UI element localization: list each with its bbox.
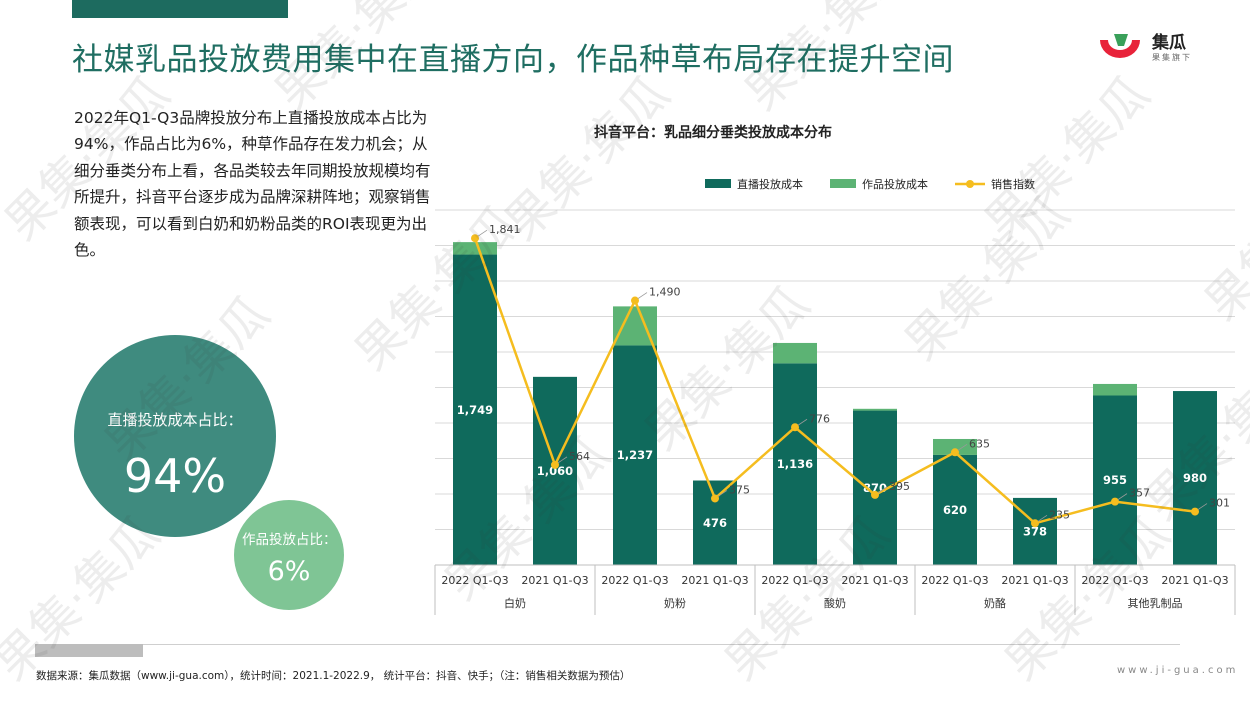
sales-leader <box>557 456 568 464</box>
sales-value-label: 776 <box>809 412 830 425</box>
site-url: www.ji-gua.com <box>1117 665 1239 676</box>
legend-label-2: 销售指数 <box>991 177 1035 191</box>
bar-work <box>853 408 897 411</box>
sales-leader <box>477 229 488 237</box>
logo: 集瓜 果集旗下 <box>1098 26 1228 66</box>
footer-divider <box>143 644 1180 645</box>
work-share-bubble: 作品投放占比： 6% <box>234 500 344 610</box>
sales-value-label: 1,841 <box>489 223 521 236</box>
sales-line <box>473 237 1196 525</box>
bar-value-label: 980 <box>1183 471 1207 485</box>
group-label: 白奶 <box>504 596 526 610</box>
top-accent-bar <box>72 0 288 18</box>
bar-live <box>613 345 657 565</box>
sales-leader <box>1117 493 1128 500</box>
logo-name: 集瓜 <box>1152 33 1186 53</box>
bar-live <box>1093 395 1137 565</box>
sales-point <box>631 296 639 305</box>
sales-point <box>551 460 559 469</box>
x-tick-label: 2022 Q1-Q3 <box>921 574 988 587</box>
sales-leader <box>717 490 728 497</box>
sales-value-label: 1,490 <box>649 286 681 299</box>
logo-tag: 果集旗下 <box>1152 53 1192 62</box>
sales-value-label: 564 <box>569 450 590 463</box>
group-label: 其他乳制品 <box>1128 597 1183 610</box>
sales-leader <box>957 443 968 451</box>
group-label: 酸奶 <box>824 596 846 610</box>
bar-work <box>773 342 817 364</box>
sales-value-label: 375 <box>729 483 750 496</box>
bar-value-label: 1,060 <box>537 464 573 478</box>
x-tick-label: 2022 Q1-Q3 <box>601 574 668 587</box>
sales-value-label: 301 <box>1209 497 1230 510</box>
x-tick-label: 2021 Q1-Q3 <box>1161 574 1228 587</box>
x-tick-label: 2021 Q1-Q3 <box>841 574 908 587</box>
bar-value-label: 1,237 <box>617 448 653 462</box>
bar-value-label: 955 <box>1103 473 1127 487</box>
bar-value-label: 1,136 <box>777 457 813 471</box>
sales-point <box>711 494 719 503</box>
bar-work <box>933 438 977 455</box>
sales-leader <box>637 292 648 299</box>
bar-live <box>1173 391 1217 565</box>
logo-icon <box>1100 34 1140 58</box>
sales-leader <box>1037 514 1048 522</box>
x-tick-label: 2022 Q1-Q3 <box>761 574 828 587</box>
sales-point <box>471 234 479 243</box>
work-share-value: 6% <box>267 556 311 587</box>
sales-leader <box>877 486 888 494</box>
sales-value-label: 395 <box>889 480 910 493</box>
legend-swatch-0 <box>705 179 731 188</box>
group-label: 奶粉 <box>664 596 686 610</box>
bar-value-label: 476 <box>703 516 727 530</box>
bar-value-label: 620 <box>943 503 967 517</box>
sales-leader <box>1197 503 1208 510</box>
bar-live <box>533 376 577 565</box>
sales-point <box>871 490 879 499</box>
data-source-note: 数据来源：集瓜数据（www.ji-gua.com），统计时间：2021.1-20… <box>36 670 631 682</box>
x-tick-label: 2021 Q1-Q3 <box>681 574 748 587</box>
x-tick-label: 2021 Q1-Q3 <box>1001 574 1068 587</box>
sales-value-label: 235 <box>1049 508 1070 521</box>
x-tick-label: 2022 Q1-Q3 <box>441 574 508 587</box>
bar-work <box>1093 383 1137 396</box>
live-share-value: 94% <box>123 449 227 503</box>
bar-work <box>453 242 497 255</box>
footer-accent <box>35 644 143 657</box>
bar-value-label: 378 <box>1023 524 1047 538</box>
legend-label-0: 直播投放成本 <box>737 177 803 191</box>
bar-live <box>773 363 817 565</box>
live-share-bubble: 直播投放成本占比： 94% <box>74 335 276 537</box>
x-tick-label: 2021 Q1-Q3 <box>521 574 588 587</box>
group-label: 奶酪 <box>984 596 1006 610</box>
legend-swatch-1 <box>830 179 856 188</box>
sales-point <box>951 448 959 457</box>
x-tick-label: 2022 Q1-Q3 <box>1081 574 1148 587</box>
legend-label-1: 作品投放成本 <box>862 177 928 191</box>
bar-value-label: 1,749 <box>457 403 493 417</box>
sales-value-label: 357 <box>1129 487 1150 500</box>
live-share-label: 直播投放成本占比： <box>107 411 243 429</box>
page-title: 社媒乳品投放费用集中在直播方向，作品种草布局存在提升空间 <box>72 42 954 78</box>
sales-point <box>1111 497 1119 506</box>
sales-value-label: 635 <box>969 437 990 450</box>
footer-bar <box>35 644 1180 657</box>
sales-point <box>1191 507 1199 516</box>
bar-live <box>933 454 977 565</box>
work-share-label: 作品投放占比： <box>242 532 337 548</box>
sales-point <box>1031 519 1039 528</box>
chart-title: 抖音平台：乳品细分垂类投放成本分布 <box>594 124 832 141</box>
description-text: 2022年Q1-Q3品牌投放分布上直播投放成本占比为94%，作品占比为6%，种草… <box>74 109 431 260</box>
legend-marker-2 <box>966 180 974 188</box>
sales-leader <box>797 418 808 426</box>
sales-point <box>791 423 799 432</box>
bar-live <box>453 254 497 566</box>
